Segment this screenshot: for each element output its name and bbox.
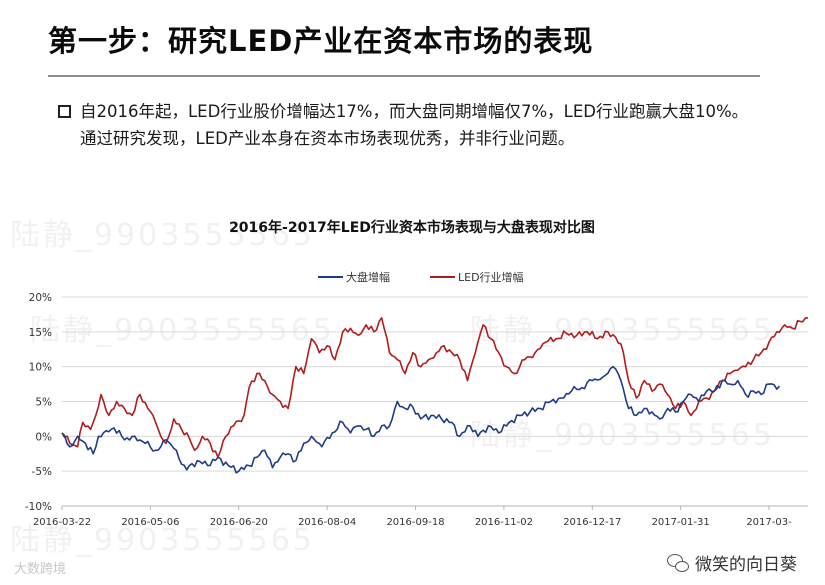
account-name: 微笑的向日葵 bbox=[695, 555, 797, 575]
x-tick-label: 2017-03- bbox=[746, 517, 792, 528]
x-tick-label: 2016-08-04 bbox=[298, 517, 356, 528]
square-bullet-icon bbox=[58, 105, 71, 118]
comparison-line-chart: 2016年-2017年LED行业资本市场表现与大盘表现对比图大盘增幅 LED行业增… bbox=[0, 200, 825, 530]
x-tick-label: 2016-09-18 bbox=[386, 517, 444, 528]
bullet-text: 自2016年起，LED行业股价增幅达17%，而大盘同期增幅仅7%，LED行业跑赢… bbox=[80, 102, 749, 148]
x-tick-label: 2016-05-06 bbox=[121, 517, 179, 528]
wechat-icon bbox=[667, 553, 689, 572]
footer-account: 微笑的向日葵 bbox=[667, 550, 797, 575]
chart-title: 2016年-2017年LED行业资本市场表现与大盘表现对比图 bbox=[229, 219, 595, 236]
title-divider bbox=[48, 75, 760, 77]
y-tick-label: -10% bbox=[25, 501, 52, 513]
legend-label-led: LED行业增幅 bbox=[458, 270, 524, 284]
y-tick-label: -5% bbox=[32, 466, 52, 478]
y-tick-label: 20% bbox=[29, 292, 52, 304]
series-line-market bbox=[61, 365, 781, 474]
y-tick-label: 5% bbox=[35, 397, 52, 409]
y-tick-label: 15% bbox=[29, 327, 52, 339]
x-tick-label: 2016-03-22 bbox=[33, 517, 91, 528]
x-tick-label: 2016-12-17 bbox=[563, 517, 621, 528]
legend-label-market: 大盘增幅 bbox=[346, 270, 390, 284]
y-tick-label: 10% bbox=[29, 362, 52, 374]
x-tick-label: 2016-06-20 bbox=[210, 517, 268, 528]
x-tick-label: 2016-11-02 bbox=[475, 517, 533, 528]
slide-title: 第一步：研究LED产业在资本市场的表现 bbox=[48, 24, 594, 58]
x-tick-label: 2017-01-31 bbox=[652, 517, 710, 528]
footer-brand: 大数跨境 bbox=[14, 562, 67, 577]
bullet-paragraph: 自2016年起，LED行业股价增幅达17%，而大盘同期增幅仅7%，LED行业跑赢… bbox=[58, 98, 758, 152]
y-tick-label: 0% bbox=[35, 431, 52, 443]
